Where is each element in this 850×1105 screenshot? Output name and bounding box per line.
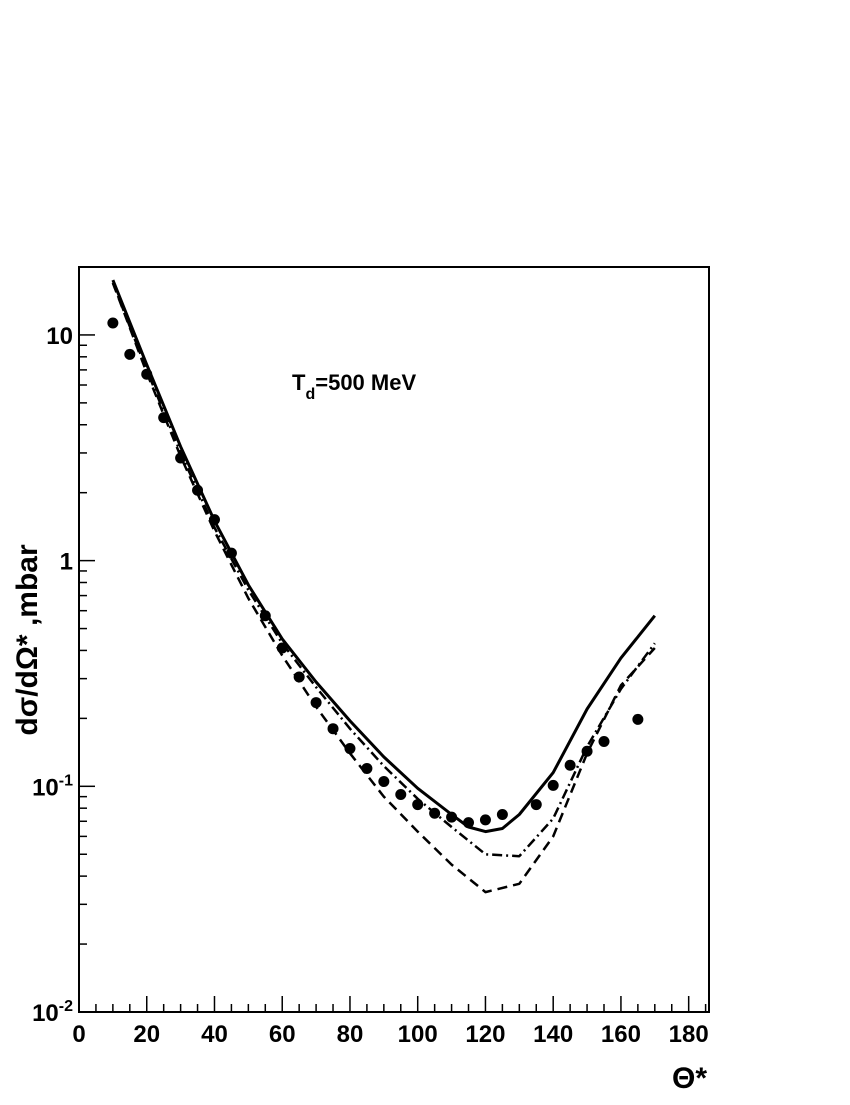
annotation-rest: =500 MeV [315, 370, 416, 395]
plot-frame [78, 266, 710, 1013]
x-tick-label: 60 [269, 1021, 296, 1048]
curve-dashdot-line [111, 282, 656, 858]
data-point [124, 348, 136, 360]
x-tick-label: 100 [398, 1021, 438, 1048]
x-tick-label: 20 [133, 1021, 160, 1048]
data-point [446, 811, 458, 823]
data-point [310, 697, 322, 709]
x-tick-label: 80 [337, 1021, 364, 1048]
y-tick-label: 1 [60, 549, 73, 576]
x-tick-label: 140 [533, 1021, 573, 1048]
data-point [530, 799, 542, 811]
data-point [564, 759, 576, 771]
data-point [496, 809, 508, 821]
data-point [107, 317, 119, 329]
data-point [632, 713, 644, 725]
data-point [378, 776, 390, 788]
curve-dashed-line [111, 282, 656, 894]
y-tick-label-base: 10 [46, 323, 73, 350]
x-axis-ticks: 0 20 40 60 80 100 120 140 160 180 [72, 996, 709, 1048]
x-tick-label: 160 [601, 1021, 641, 1048]
data-point [547, 779, 559, 791]
y-tick-label: 10 [46, 323, 73, 350]
energy-annotation: Td=500 MeV [292, 370, 416, 403]
x-tick-label: 180 [669, 1021, 709, 1048]
y-tick-label-exponent: -2 [59, 998, 73, 1015]
y-tick-label-base: 10 [32, 1000, 59, 1027]
series-layer [107, 279, 656, 894]
data-point [293, 671, 305, 683]
y-tick-label: 10-2 [32, 998, 73, 1027]
y-tick-label-exponent: -1 [59, 772, 73, 789]
x-tick-label: 120 [465, 1021, 505, 1048]
x-tick-label: 0 [72, 1021, 85, 1048]
data-point [344, 743, 356, 755]
x-axis-title: Θ* [672, 1062, 707, 1095]
curve-solid-line [111, 279, 656, 834]
data-point [479, 814, 491, 826]
x-tick-label: 40 [201, 1021, 228, 1048]
y-tick-label: 10-1 [32, 772, 73, 801]
data-point [598, 735, 610, 747]
annotation-subscript: d [305, 386, 315, 403]
annotation-main: T [292, 370, 306, 395]
y-axis-title: dσ/dΩ* ,mbar [11, 544, 44, 736]
data-point [395, 788, 407, 800]
y-tick-label-base: 10 [32, 774, 59, 801]
y-tick-label-base: 1 [60, 549, 73, 576]
